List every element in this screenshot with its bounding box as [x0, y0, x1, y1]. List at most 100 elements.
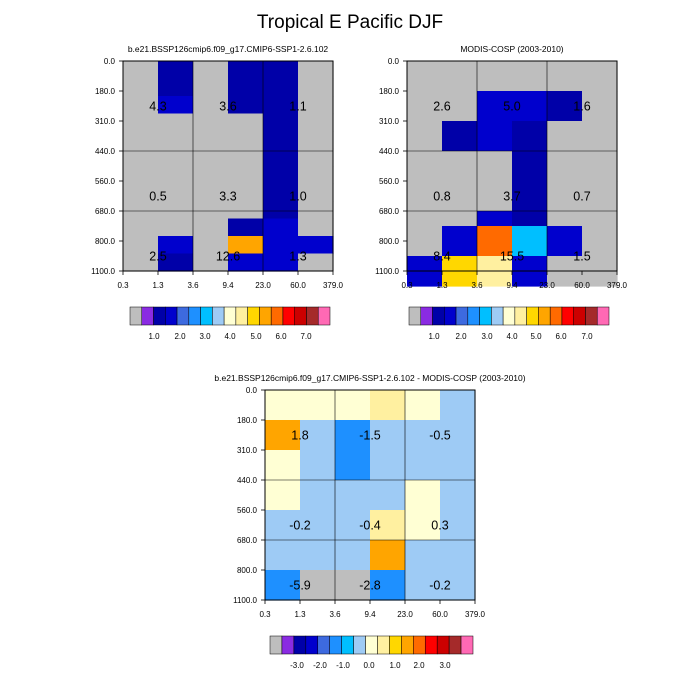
colorbar-label: 2.0: [413, 661, 425, 670]
heatmap-cell: [477, 181, 513, 212]
y-tick-label: 560.0: [379, 177, 400, 186]
heatmap-cell: [442, 226, 478, 257]
x-tick-label: 379.0: [323, 281, 344, 290]
heatmap-cell: [477, 121, 513, 152]
y-tick-label: 800.0: [379, 237, 400, 246]
y-tick-label: 310.0: [95, 117, 116, 126]
y-tick-label: 180.0: [379, 87, 400, 96]
heatmap-cell: [193, 236, 229, 255]
heatmap-cell: [158, 96, 194, 115]
heatmap-cell: [298, 131, 334, 150]
heatmap-cell: [158, 201, 194, 220]
heatmap-cell: [263, 253, 299, 272]
colorbar-swatch: [153, 306, 166, 326]
heatmap-cell: [300, 570, 336, 601]
heatmap-cell: [370, 450, 406, 481]
colorbar-label: 2.0: [174, 332, 186, 341]
heatmap-cell: [123, 218, 159, 237]
heatmap-cell: [405, 510, 441, 541]
heatmap-cell: [440, 540, 476, 571]
x-tick-label: 379.0: [607, 281, 628, 290]
heatmap-cell: [123, 78, 159, 97]
cell-value-label: 0.5: [149, 190, 166, 204]
heatmap-cell: [265, 540, 301, 571]
heatmap-cell: [123, 236, 159, 255]
cell-value-label: 2.5: [149, 250, 166, 264]
heatmap-cell: [228, 201, 264, 220]
heatmap-cell: [407, 181, 443, 212]
cell-value-label: 0.7: [573, 190, 590, 204]
colorbar-swatch: [491, 306, 504, 326]
colorbar-swatch: [596, 306, 610, 326]
heatmap-cell: [228, 218, 264, 237]
heatmap-cell: [582, 211, 618, 227]
heatmap-cell: [582, 91, 618, 122]
heatmap-cell: [298, 218, 334, 237]
colorbar-label: 5.0: [250, 332, 262, 341]
heatmap-cell: [582, 121, 618, 152]
heatmap-cell: [193, 218, 229, 237]
x-tick-label: 379.0: [465, 610, 486, 619]
colorbar-swatch: [526, 306, 539, 326]
y-tick-label: 180.0: [95, 87, 116, 96]
heatmap-cell: [263, 148, 299, 167]
heatmap-cell: [158, 218, 194, 237]
heatmap-cell: [158, 78, 194, 97]
colorbar-label: 6.0: [555, 332, 567, 341]
heatmap-cell: [193, 148, 229, 167]
colorbar-swatch: [259, 306, 272, 326]
heatmap-cell: [335, 510, 371, 541]
heatmap-cell: [228, 131, 264, 150]
cell-value-label: 0.3: [431, 519, 448, 533]
colorbar-swatch: [460, 635, 474, 655]
heatmap-cell: [193, 253, 229, 272]
cell-value-label: 1.3: [289, 250, 306, 264]
heatmap-cell: [440, 450, 476, 481]
heatmap-cell: [298, 253, 334, 272]
heatmap-cell: [335, 480, 371, 511]
colorbar-swatch: [389, 635, 402, 655]
colorbar-label: 0.0: [363, 661, 375, 670]
x-tick-label: 23.0: [397, 610, 413, 619]
y-tick-label: 310.0: [237, 446, 258, 455]
heatmap-cell: [405, 540, 441, 571]
heatmap-cell: [193, 61, 229, 80]
colorbar-label: 3.0: [439, 661, 451, 670]
heatmap-cell: [298, 78, 334, 97]
y-tick-label: 440.0: [379, 147, 400, 156]
heatmap-cell: [405, 420, 441, 451]
colorbar-swatch: [561, 306, 574, 326]
colorbar-swatch: [408, 306, 422, 326]
heatmap-cell: [547, 181, 583, 212]
heatmap-cell: [440, 390, 476, 421]
x-tick-label: 60.0: [574, 281, 590, 290]
panel-title: b.e21.BSSP126cmip6.f09_g17.CMIP6-SSP1-2.…: [214, 373, 525, 383]
colorbar-swatch: [377, 635, 390, 655]
colorbar-swatch: [141, 306, 154, 326]
heatmap-cell: [265, 390, 301, 421]
colorbar-swatch: [281, 635, 295, 655]
heatmap-cell: [228, 113, 264, 132]
heatmap-cell: [263, 183, 299, 202]
heatmap-cell: [228, 78, 264, 97]
heatmap-cell: [512, 121, 548, 152]
heatmap-cell: [158, 183, 194, 202]
colorbar-swatch: [341, 635, 354, 655]
y-tick-label: 0.0: [388, 57, 400, 66]
cell-value-label: 2.6: [433, 100, 450, 114]
colorbar-swatch: [448, 635, 462, 655]
colorbar-swatch: [479, 306, 492, 326]
cell-value-label: 1.5: [573, 250, 590, 264]
colorbar-swatch: [282, 306, 295, 326]
colorbar-diff: -3.0 -2.0 -1.0 0.0 1.0 2.0 3.0: [269, 635, 474, 670]
heatmap-cell: [547, 91, 583, 122]
colorbar-label: 4.0: [506, 332, 518, 341]
y-tick-label: 1100.0: [375, 267, 399, 276]
y-tick-label: 560.0: [237, 506, 258, 515]
y-tick-label: 680.0: [95, 207, 116, 216]
x-tick-label: 0.3: [259, 610, 271, 619]
heatmap-cell: [193, 113, 229, 132]
colorbar-label: 2.0: [455, 332, 467, 341]
heatmap-cell: [300, 390, 336, 421]
